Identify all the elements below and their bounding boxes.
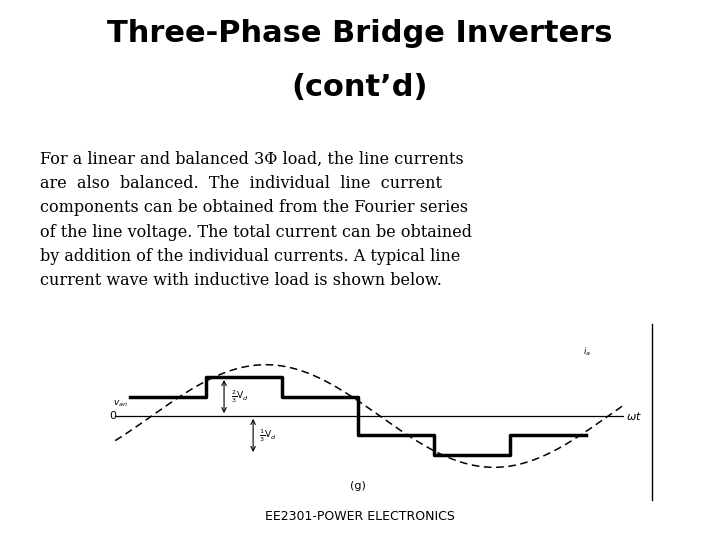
- Text: (g): (g): [350, 481, 366, 491]
- Text: 0: 0: [109, 411, 117, 421]
- Text: $\frac{1}{3}$V$_d$: $\frac{1}{3}$V$_d$: [259, 427, 276, 444]
- Text: $\omega t$: $\omega t$: [626, 410, 642, 422]
- Text: EE2301-POWER ELECTRONICS: EE2301-POWER ELECTRONICS: [265, 510, 455, 523]
- Text: $i_a$: $i_a$: [582, 345, 590, 357]
- Text: $v_{an}$: $v_{an}$: [113, 399, 128, 409]
- Text: For a linear and balanced 3Φ load, the line currents
are  also  balanced.  The  : For a linear and balanced 3Φ load, the l…: [40, 151, 472, 289]
- Text: $\frac{2}{3}$V$_d$: $\frac{2}{3}$V$_d$: [231, 388, 249, 405]
- Text: (cont’d): (cont’d): [292, 73, 428, 102]
- Text: Three-Phase Bridge Inverters: Three-Phase Bridge Inverters: [107, 19, 613, 48]
